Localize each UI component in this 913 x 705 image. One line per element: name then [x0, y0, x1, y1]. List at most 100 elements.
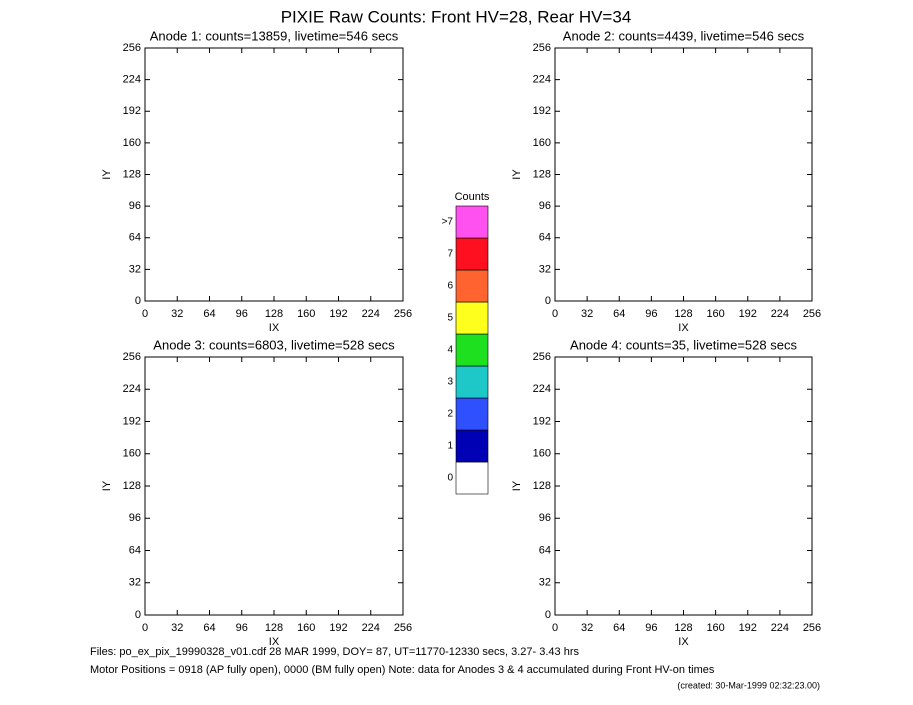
x-tick-label: 224	[362, 308, 380, 320]
y-tick-label: 160	[533, 448, 551, 460]
colorbar-label: 1	[447, 441, 453, 452]
y-tick-label: 128	[533, 168, 551, 180]
x-tick-label: 192	[739, 308, 757, 320]
x-tick-label: 128	[674, 308, 692, 320]
x-tick-label: 0	[142, 308, 148, 320]
footer: Files: po_ex_pix_19990328_v01.cdf 28 MAR…	[90, 646, 579, 658]
x-tick-label: 64	[203, 308, 215, 320]
y-tick-label: 96	[539, 200, 551, 212]
plot-frame	[554, 47, 813, 302]
y-tick-label: 192	[123, 415, 141, 427]
colorbar-label: 6	[447, 281, 453, 292]
panel-title: Anode 2: counts=4439, livetime=546 secs	[563, 28, 805, 43]
y-tick-label: 256	[123, 42, 141, 54]
colorbar-swatch	[455, 365, 489, 399]
panel-title: Anode 3: counts=6803, livetime=528 secs	[153, 337, 395, 352]
x-tick-label: 32	[171, 308, 183, 320]
x-tick-label: 224	[771, 622, 789, 634]
y-tick-label: 256	[533, 42, 551, 54]
colorbar-swatch	[455, 429, 489, 463]
y-tick-label: 64	[129, 544, 141, 556]
x-tick-label: 192	[329, 622, 347, 634]
panel-title: Anode 1: counts=13859, livetime=546 secs	[150, 28, 399, 43]
y-tick-label: 0	[135, 295, 141, 307]
x-tick-label: 224	[771, 308, 789, 320]
colorbar-label: 0	[447, 473, 453, 484]
x-tick-label: 96	[645, 308, 657, 320]
x-tick-label: 192	[329, 308, 347, 320]
footer: (created: 30-Mar-1999 02:32:23.00)	[677, 680, 820, 690]
panel-title: Anode 4: counts=35, livetime=528 secs	[570, 337, 797, 352]
colorbar-swatch	[455, 461, 489, 495]
y-tick-label: 192	[533, 415, 551, 427]
colorbar-label: 3	[447, 377, 453, 388]
y-axis-label: IY	[511, 480, 523, 491]
x-tick-label: 160	[297, 308, 315, 320]
x-tick-label: 0	[142, 622, 148, 634]
x-axis-label: IX	[678, 322, 689, 334]
x-tick-label: 224	[362, 622, 380, 634]
colorbar-swatch	[455, 269, 489, 303]
y-tick-label: 224	[533, 74, 551, 86]
x-tick-label: 256	[394, 622, 412, 634]
y-tick-label: 160	[123, 448, 141, 460]
x-tick-label: 160	[706, 622, 724, 634]
colorbar-label: 5	[447, 313, 453, 324]
x-tick-label: 128	[265, 308, 283, 320]
y-tick-label: 64	[539, 232, 551, 244]
x-tick-label: 96	[236, 308, 248, 320]
plot-frame	[144, 47, 404, 302]
colorbar-swatch	[455, 237, 489, 271]
y-tick-label: 96	[539, 512, 551, 524]
y-tick-label: 160	[533, 137, 551, 149]
y-tick-label: 0	[545, 609, 551, 621]
x-tick-label: 96	[236, 622, 248, 634]
y-tick-label: 32	[129, 577, 141, 589]
y-axis-label: IY	[101, 480, 113, 491]
x-axis-label: IX	[269, 636, 280, 648]
page-title: PIXIE Raw Counts: Front HV=28, Rear HV=3…	[281, 7, 632, 26]
colorbar-label: 4	[447, 345, 453, 356]
x-tick-label: 256	[803, 622, 821, 634]
x-tick-label: 192	[739, 622, 757, 634]
x-tick-label: 64	[613, 622, 625, 634]
colorbar-title: Counts	[455, 191, 490, 203]
colorbar-label: 2	[447, 409, 453, 420]
x-tick-label: 96	[645, 622, 657, 634]
x-tick-label: 128	[265, 622, 283, 634]
y-tick-label: 32	[129, 263, 141, 275]
y-tick-label: 96	[129, 512, 141, 524]
x-tick-label: 0	[552, 308, 558, 320]
y-tick-label: 0	[135, 609, 141, 621]
y-tick-label: 96	[129, 200, 141, 212]
x-tick-label: 160	[706, 308, 724, 320]
y-tick-label: 256	[533, 351, 551, 363]
y-tick-label: 128	[123, 480, 141, 492]
x-tick-label: 32	[581, 622, 593, 634]
y-tick-label: 160	[123, 137, 141, 149]
y-tick-label: 64	[129, 232, 141, 244]
colorbar-label: >7	[442, 217, 454, 228]
y-tick-label: 32	[539, 577, 551, 589]
plot-frame	[144, 356, 404, 616]
x-tick-label: 32	[581, 308, 593, 320]
y-tick-label: 32	[539, 263, 551, 275]
x-tick-label: 128	[674, 622, 692, 634]
y-tick-label: 192	[533, 105, 551, 117]
x-tick-label: 160	[297, 622, 315, 634]
x-axis-label: IX	[269, 322, 280, 334]
x-tick-label: 64	[203, 622, 215, 634]
y-axis-label: IY	[511, 169, 523, 180]
y-tick-label: 224	[123, 74, 141, 86]
colorbar-swatch	[455, 397, 489, 431]
colorbar-label: 7	[447, 249, 453, 260]
plot-frame	[554, 356, 813, 616]
x-tick-label: 64	[613, 308, 625, 320]
x-tick-label: 0	[552, 622, 558, 634]
x-tick-label: 32	[171, 622, 183, 634]
y-tick-label: 224	[123, 383, 141, 395]
y-tick-label: 256	[123, 351, 141, 363]
x-tick-label: 256	[803, 308, 821, 320]
colorbar-swatch	[455, 301, 489, 335]
